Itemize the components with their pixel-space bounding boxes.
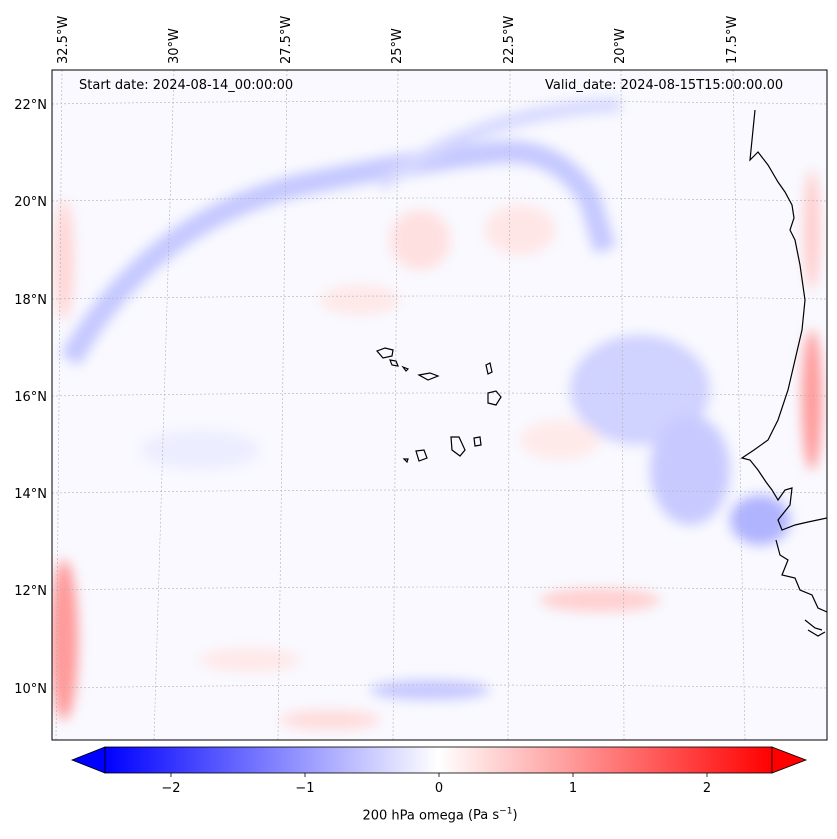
lon-label: 17.5°W — [725, 16, 740, 64]
colorbar-tick-label: 1 — [569, 781, 577, 796]
start-date-label: Start date: 2024-08-14_00:00:00 — [79, 78, 294, 93]
latitude-labels: 22°N 20°N 18°N 16°N 14°N 12°N 10°N — [14, 98, 47, 697]
lon-label: 22.5°W — [502, 16, 517, 64]
graticule — [52, 70, 827, 740]
map-frame — [51, 69, 828, 741]
colorbar-tick-label: −1 — [295, 781, 314, 796]
colorbar-extend-min — [70, 746, 106, 774]
lon-label: 27.5°W — [279, 16, 294, 64]
colorbar-tick-label: 0 — [435, 781, 443, 796]
colorbar-tick-label: 2 — [703, 781, 711, 796]
colorbar-body — [104, 746, 773, 774]
cape-verde-islands — [375, 347, 502, 464]
lat-label: 16°N — [14, 390, 47, 405]
colorbar: −2 −1 0 1 2 — [70, 746, 808, 796]
lat-label: 20°N — [14, 195, 47, 210]
lat-label: 10°N — [14, 682, 47, 697]
lon-label: 32.5°W — [56, 16, 71, 64]
colorbar-title: 200 hPa omega (Pa s−1) — [0, 807, 837, 823]
lat-label: 18°N — [14, 293, 47, 308]
lat-label: 14°N — [14, 487, 47, 502]
units: (Pa s−1) — [467, 807, 518, 824]
omega-field — [52, 70, 827, 740]
lat-label: 12°N — [14, 584, 47, 599]
coastline — [740, 109, 827, 637]
lon-label: 25°W — [390, 28, 405, 64]
lat-label: 22°N — [14, 98, 47, 113]
longitude-labels: 32.5°W 30°W 27.5°W 25°W 22.5°W 20°W 17.5… — [56, 16, 740, 64]
lon-label: 20°W — [613, 28, 628, 64]
colorbar-extend-max — [771, 746, 808, 774]
colorbar-tick-label: −2 — [161, 781, 180, 796]
lon-label: 30°W — [167, 28, 182, 64]
variable-name: 200 hPa omega — [362, 808, 464, 824]
valid-date-label: Valid_date: 2024-08-15T15:00:00.00 — [545, 78, 784, 93]
